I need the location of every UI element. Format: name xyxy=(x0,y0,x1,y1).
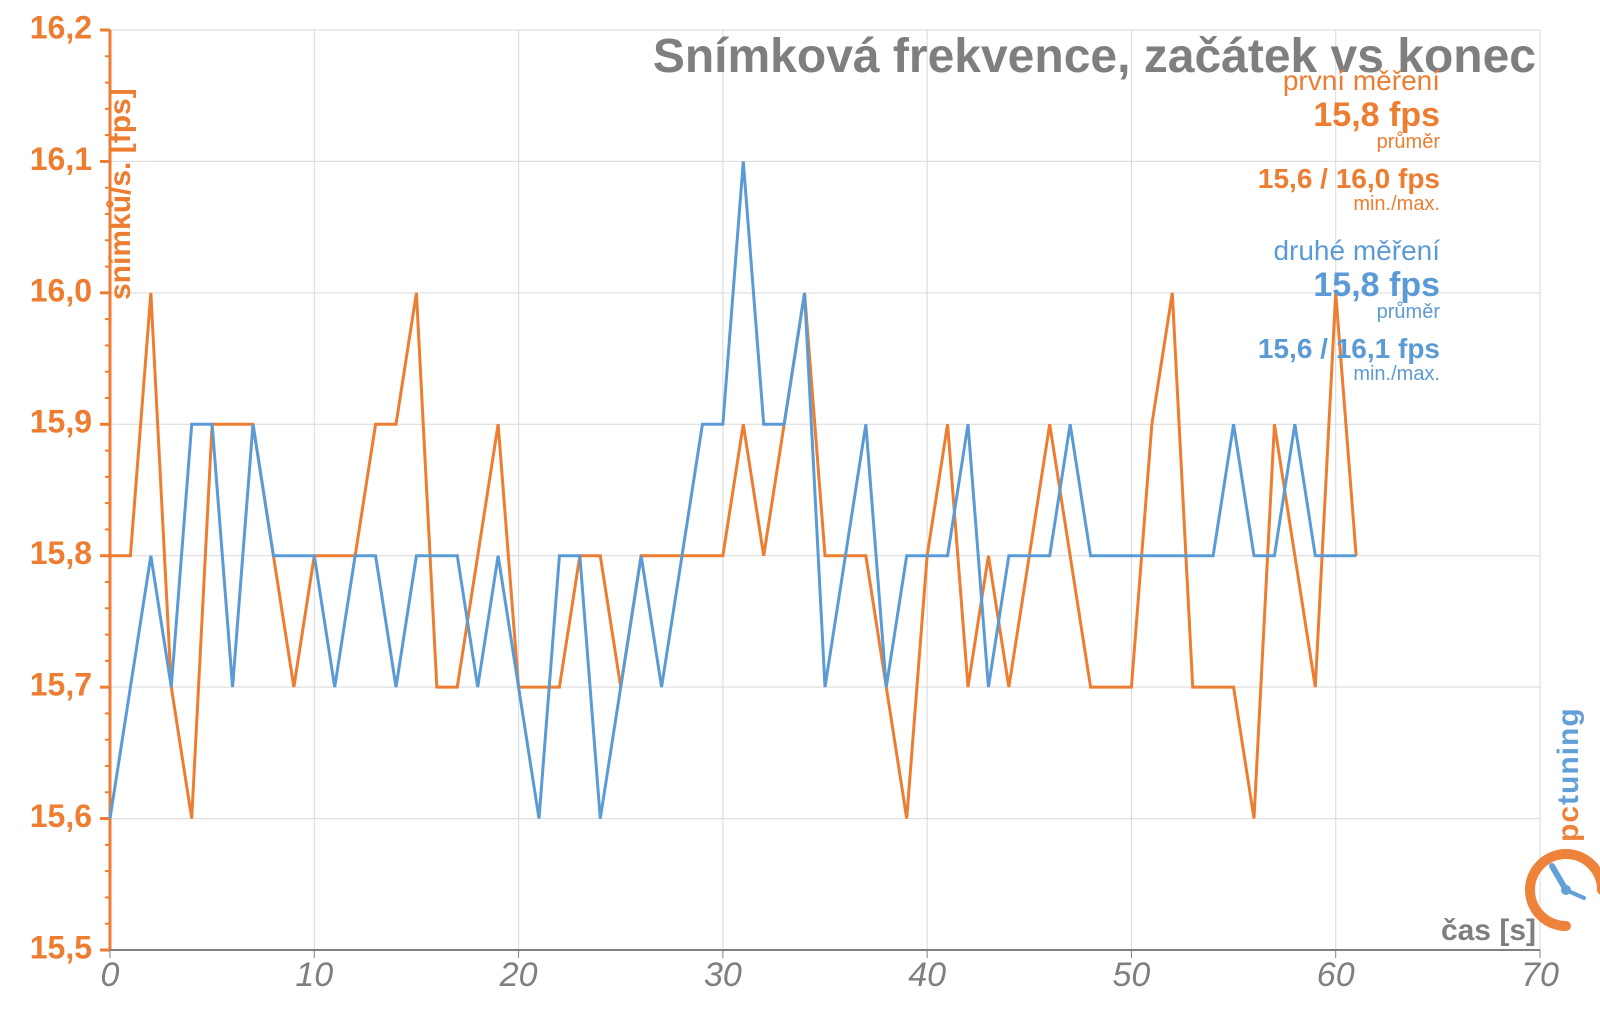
fps-chart: 15,5 15,6 15,7 15,8 15,9 16,0 16,1 16,2 0 10 20 30 4… xyxy=(0,0,1600,1015)
xtick-label: 70 xyxy=(1521,956,1559,994)
legend-label-0: první měření xyxy=(1283,65,1440,96)
ytick-label: 16,1 xyxy=(30,141,92,177)
y-axis-label: snímků/s. [fps] xyxy=(104,88,137,300)
watermark-tuning: tuning xyxy=(1552,707,1585,805)
xtick-label: 60 xyxy=(1317,956,1355,994)
legend-range-0: 15,6 / 16,0 fps xyxy=(1258,163,1440,194)
ytick-label: 15,8 xyxy=(30,535,92,571)
ytick-label: 15,5 xyxy=(30,929,92,965)
legend-range-1: 15,6 / 16,1 fps xyxy=(1258,333,1440,364)
xtick-label: 20 xyxy=(499,956,538,994)
svg-text:pctuning: pctuning xyxy=(1552,707,1585,842)
ytick-label: 16,2 xyxy=(30,9,92,45)
ytick-label: 16,0 xyxy=(30,272,92,308)
legend-avg-0: 15,8 fps xyxy=(1313,96,1440,134)
watermark-pc: pc xyxy=(1552,805,1585,842)
x-axis-label: čas [s] xyxy=(1441,914,1536,947)
xtick-label: 50 xyxy=(1113,956,1151,994)
legend-avg-sub-1: průměr xyxy=(1377,301,1441,323)
legend-range-sub-1: min./max. xyxy=(1353,363,1440,385)
xtick-label: 40 xyxy=(908,956,946,994)
xtick-label: 30 xyxy=(704,956,742,994)
legend-label-1: druhé měření xyxy=(1273,235,1440,266)
ytick-label: 15,6 xyxy=(30,798,92,834)
chart-svg: 15,5 15,6 15,7 15,8 15,9 16,0 16,1 16,2 0 10 20 30 4… xyxy=(0,0,1600,1015)
legend-avg-sub-0: průměr xyxy=(1377,131,1441,153)
legend-avg-1: 15,8 fps xyxy=(1313,266,1440,304)
xtick-label: 10 xyxy=(295,956,333,994)
ytick-label: 15,9 xyxy=(30,404,92,440)
ytick-label: 15,7 xyxy=(30,667,92,703)
xtick-label: 0 xyxy=(101,956,120,994)
legend-range-sub-0: min./max. xyxy=(1353,193,1440,215)
